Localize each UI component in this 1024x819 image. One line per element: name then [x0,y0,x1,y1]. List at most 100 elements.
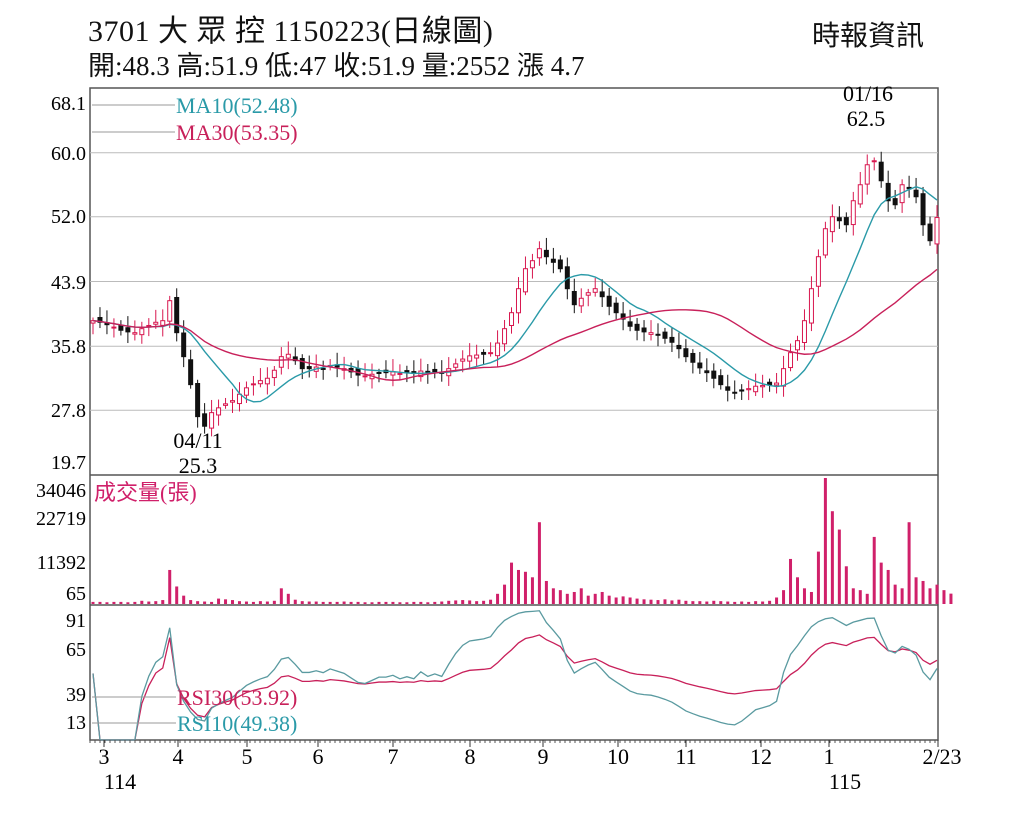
candle-body [697,362,703,369]
candle-body [634,323,640,331]
volume-bar [461,600,465,604]
volume-bar [231,600,235,604]
volume-bar [530,577,534,604]
candle-body [732,391,738,394]
volume-bar [789,558,793,604]
candle-body [850,200,856,226]
candle-body [718,375,724,386]
candle-body [801,320,807,344]
candle-body [460,358,466,362]
candle-body [306,366,312,370]
volume-bar [572,591,576,604]
volume-bar [105,602,109,604]
candle-body [188,359,194,386]
candle-body [139,328,145,336]
volume-tick-label: 22719 [36,508,86,530]
candle-body [822,228,828,256]
volume-bar [886,569,890,604]
candle-body [397,372,403,375]
volume-bar [516,569,520,604]
volume-bar [586,595,590,604]
volume-bar [705,601,709,604]
rsi10-line [92,610,938,741]
candle-body [376,371,382,374]
candle-body [167,300,173,322]
candle-body [111,326,117,329]
candle-body [934,217,940,245]
chart-title: 3701 大 眾 控 1150223(日線圖) [88,15,494,48]
year-label: 115 [829,769,861,794]
candle-body [285,353,291,359]
candle-body [320,367,326,370]
candle-body [627,321,633,327]
ma10-line [92,186,938,403]
volume-bar [384,601,388,604]
candle-body [474,354,480,359]
volume-bar [893,584,897,604]
price-tick-label: 19.7 [51,452,86,474]
candle-body [195,382,201,418]
volume-bar [921,580,925,604]
volume-bar [482,600,486,604]
ohlc-stats: 開:48.3 高:51.9 低:47 收:51.9 量:2552 漲 4.7 [88,51,585,81]
volume-bar [677,599,681,604]
volume-tick-label: 65 [66,583,86,605]
volume-bar [900,588,904,604]
volume-bar [858,590,862,604]
candle-body [871,160,877,163]
price-tick-label: 27.8 [51,400,86,422]
volume-bar [419,601,423,604]
price-tick-label: 60.0 [51,143,86,165]
volume-bar [712,600,716,604]
volume-bar [251,601,255,604]
candle-body [662,331,668,339]
volume-bar [168,569,172,604]
month-label: 1 [824,744,835,769]
volume-bar [405,602,409,604]
legend-rsi30: RSI30(53.92) [177,685,297,710]
volume-bar [830,511,834,604]
month-label: 7 [388,744,399,769]
volume-bar [914,577,918,604]
volume-bar [133,601,137,604]
candle-body [97,317,103,323]
ma30-line [92,268,938,381]
candle-body [746,388,752,391]
candle-body [257,380,263,385]
candle-body [599,291,605,298]
volume-bar [286,593,290,604]
candle-body [585,292,591,296]
volume-bar [440,601,444,604]
volume-bar [802,588,806,604]
volume-bar [663,599,667,604]
volume-bar [809,591,813,604]
volume-bar [544,580,548,604]
volume-bar [433,601,437,604]
candle-body [655,333,661,336]
candle-body [753,385,759,393]
volume-bar [307,601,311,604]
volume-bar [558,590,562,604]
candle-body [453,363,459,368]
month-label: 6 [313,744,324,769]
candle-body [878,161,884,182]
volume-bar [300,601,304,604]
high-date-annotation: 01/16 [843,81,893,106]
volume-bar [656,600,660,604]
candle-body [132,332,138,335]
volume-bar [147,601,151,604]
candle-body [536,248,542,259]
volume-bar [210,601,214,604]
candle-body [502,328,508,345]
candle-body [676,344,682,350]
volume-bar [119,601,123,604]
volume-bar [363,602,367,604]
candle-body [236,393,242,405]
month-label: 9 [538,744,549,769]
volume-bar [112,601,116,604]
candle-body [892,198,898,206]
volume-bar [468,600,472,604]
candle-body [794,340,800,351]
volume-bar [593,593,597,604]
volume-bar [475,601,479,604]
